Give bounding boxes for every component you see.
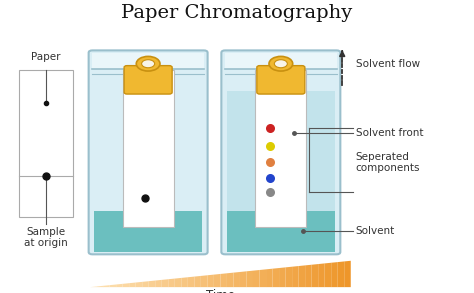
- Polygon shape: [201, 275, 207, 287]
- Polygon shape: [168, 279, 175, 287]
- Polygon shape: [279, 267, 285, 287]
- Circle shape: [269, 56, 293, 71]
- Polygon shape: [318, 263, 325, 287]
- Polygon shape: [331, 262, 337, 287]
- Polygon shape: [233, 272, 240, 287]
- FancyBboxPatch shape: [124, 66, 172, 94]
- Bar: [122, 70, 174, 227]
- Text: Solvent: Solvent: [356, 226, 395, 236]
- Text: Seperated: Seperated: [356, 152, 410, 162]
- Bar: [227, 211, 335, 252]
- Polygon shape: [285, 267, 292, 287]
- Polygon shape: [260, 269, 266, 287]
- FancyBboxPatch shape: [257, 66, 305, 94]
- Polygon shape: [240, 271, 246, 287]
- Polygon shape: [273, 268, 279, 287]
- Polygon shape: [305, 265, 311, 287]
- Text: Sample: Sample: [27, 227, 66, 237]
- Polygon shape: [325, 263, 331, 287]
- Polygon shape: [253, 270, 260, 287]
- Polygon shape: [181, 277, 188, 287]
- Polygon shape: [188, 277, 194, 287]
- Polygon shape: [155, 280, 162, 287]
- Circle shape: [136, 56, 160, 71]
- Polygon shape: [246, 271, 253, 287]
- Text: components: components: [356, 163, 420, 173]
- Text: Time: Time: [206, 289, 235, 293]
- Polygon shape: [299, 265, 305, 287]
- Polygon shape: [266, 269, 273, 287]
- Polygon shape: [344, 261, 351, 287]
- Polygon shape: [311, 264, 318, 287]
- Bar: [19, 70, 73, 217]
- Circle shape: [274, 60, 287, 68]
- Polygon shape: [292, 266, 299, 287]
- FancyBboxPatch shape: [221, 50, 340, 254]
- Polygon shape: [123, 283, 129, 287]
- Polygon shape: [194, 276, 201, 287]
- Polygon shape: [149, 281, 155, 287]
- Bar: [255, 70, 307, 227]
- Polygon shape: [136, 282, 142, 287]
- Polygon shape: [227, 272, 233, 287]
- Polygon shape: [337, 261, 344, 287]
- Text: at origin: at origin: [24, 238, 68, 248]
- Text: Paper: Paper: [31, 52, 61, 62]
- Polygon shape: [116, 284, 123, 287]
- Polygon shape: [214, 274, 220, 287]
- Circle shape: [142, 60, 155, 68]
- Polygon shape: [142, 281, 149, 287]
- Text: Solvent front: Solvent front: [356, 128, 423, 138]
- Polygon shape: [103, 285, 109, 287]
- Text: Solvent flow: Solvent flow: [356, 59, 419, 69]
- Bar: [227, 91, 335, 211]
- Polygon shape: [109, 285, 116, 287]
- Bar: [225, 53, 337, 69]
- Polygon shape: [175, 278, 181, 287]
- Text: Paper Chromatography: Paper Chromatography: [121, 4, 353, 22]
- Polygon shape: [220, 273, 227, 287]
- Polygon shape: [207, 275, 214, 287]
- Bar: [92, 53, 204, 69]
- FancyBboxPatch shape: [89, 50, 208, 254]
- Polygon shape: [129, 282, 136, 287]
- Polygon shape: [97, 286, 103, 287]
- Bar: [94, 211, 202, 252]
- Polygon shape: [162, 279, 168, 287]
